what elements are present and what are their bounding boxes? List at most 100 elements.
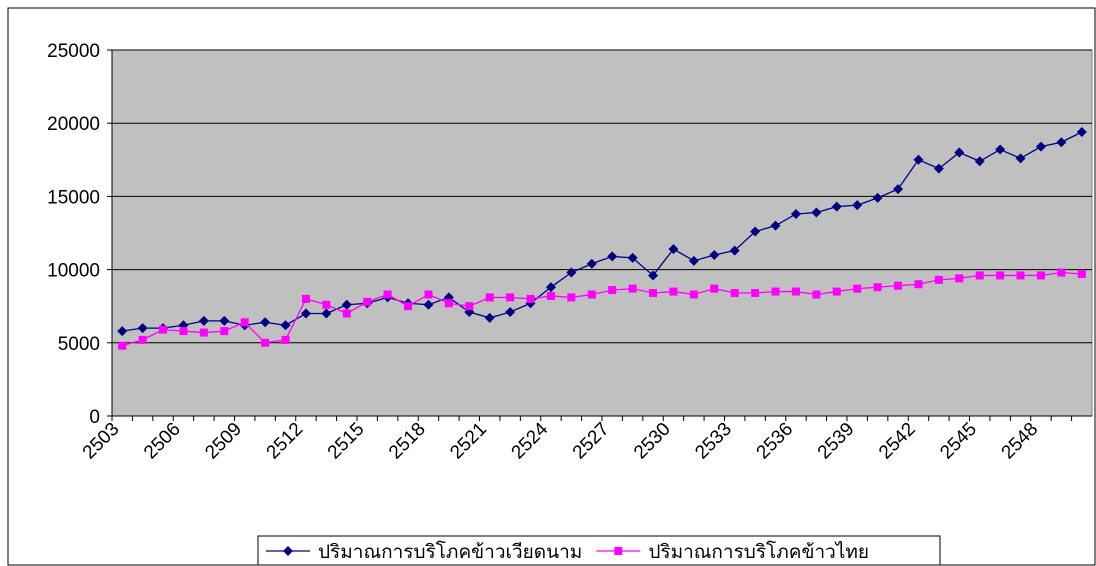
marker xyxy=(1056,137,1067,148)
marker xyxy=(341,299,352,310)
marker xyxy=(545,282,556,293)
marker xyxy=(914,280,923,289)
marker xyxy=(587,290,596,299)
marker xyxy=(240,318,249,327)
marker xyxy=(567,293,576,302)
marker xyxy=(1077,269,1086,278)
marker xyxy=(893,184,904,195)
marker xyxy=(955,274,964,283)
marker xyxy=(811,207,822,218)
y-tick-label: 20000 xyxy=(47,114,100,135)
marker xyxy=(627,252,638,263)
marker xyxy=(159,325,168,334)
marker xyxy=(117,326,128,337)
marker xyxy=(198,315,209,326)
y-tick-label: 25000 xyxy=(47,41,100,62)
marker xyxy=(648,270,659,281)
marker xyxy=(526,294,535,303)
y-tick-label: 0 xyxy=(89,407,100,428)
marker xyxy=(1057,268,1066,277)
marker xyxy=(342,309,351,318)
marker xyxy=(1036,271,1045,280)
y-tick-label: 5000 xyxy=(58,334,100,355)
marker xyxy=(220,327,229,336)
marker xyxy=(465,302,474,311)
marker xyxy=(363,297,372,306)
marker xyxy=(771,287,780,296)
y-tick-label: 15000 xyxy=(47,187,100,208)
marker xyxy=(546,291,555,300)
marker xyxy=(751,289,760,298)
marker xyxy=(791,287,800,296)
marker xyxy=(283,546,293,556)
marker xyxy=(484,312,495,323)
marker xyxy=(404,302,413,311)
marker xyxy=(812,290,821,299)
marker xyxy=(873,283,882,292)
plot-area xyxy=(111,49,1093,417)
marker xyxy=(628,284,637,293)
marker xyxy=(831,201,842,212)
marker xyxy=(383,290,392,299)
marker xyxy=(444,299,453,308)
marker xyxy=(260,317,271,328)
y-tick-label: 10000 xyxy=(47,261,100,282)
marker xyxy=(730,289,739,298)
legend: ปริมาณการบริโภคข้าวเวียดนาม ปริมาณการบริโ… xyxy=(257,535,941,566)
marker xyxy=(688,255,699,266)
legend-label: ปริมาณการบริโภคข้าวเวียดนาม xyxy=(318,540,582,563)
marker xyxy=(608,286,617,295)
marker xyxy=(424,290,433,299)
marker xyxy=(894,281,903,290)
marker xyxy=(137,323,148,334)
marker xyxy=(974,156,985,167)
marker xyxy=(300,308,311,319)
marker xyxy=(179,327,188,336)
marker xyxy=(832,287,841,296)
marker xyxy=(710,284,719,293)
marker xyxy=(668,244,679,255)
marker xyxy=(566,267,577,278)
marker xyxy=(321,308,332,319)
marker xyxy=(261,338,270,347)
marker xyxy=(996,271,1005,280)
marker xyxy=(423,299,434,310)
marker xyxy=(219,315,230,326)
marker xyxy=(975,271,984,280)
marker xyxy=(1076,126,1087,137)
marker xyxy=(852,200,863,211)
marker xyxy=(954,147,965,158)
marker xyxy=(933,163,944,174)
marker xyxy=(1016,271,1025,280)
marker xyxy=(301,294,310,303)
marker xyxy=(729,245,740,256)
marker xyxy=(1015,153,1026,164)
legend-label: ปริมาณการบริโภคข้าวไทย xyxy=(648,540,869,563)
marker xyxy=(770,220,781,231)
marker xyxy=(281,335,290,344)
marker xyxy=(614,547,623,555)
marker xyxy=(689,290,698,299)
marker xyxy=(669,287,678,296)
marker xyxy=(485,293,494,302)
marker xyxy=(995,144,1006,155)
marker xyxy=(138,335,147,344)
marker xyxy=(118,341,127,350)
marker xyxy=(934,275,943,284)
marker xyxy=(322,300,331,309)
marker xyxy=(853,284,862,293)
marker xyxy=(913,154,924,165)
marker xyxy=(505,307,516,318)
marker xyxy=(280,320,291,331)
marker xyxy=(750,226,761,237)
marker xyxy=(872,192,883,203)
marker xyxy=(709,249,720,260)
marker xyxy=(607,251,618,262)
marker xyxy=(586,258,597,269)
marker xyxy=(199,328,208,337)
marker xyxy=(790,208,801,219)
marker xyxy=(506,293,515,302)
marker xyxy=(649,289,658,298)
marker xyxy=(1035,141,1046,152)
